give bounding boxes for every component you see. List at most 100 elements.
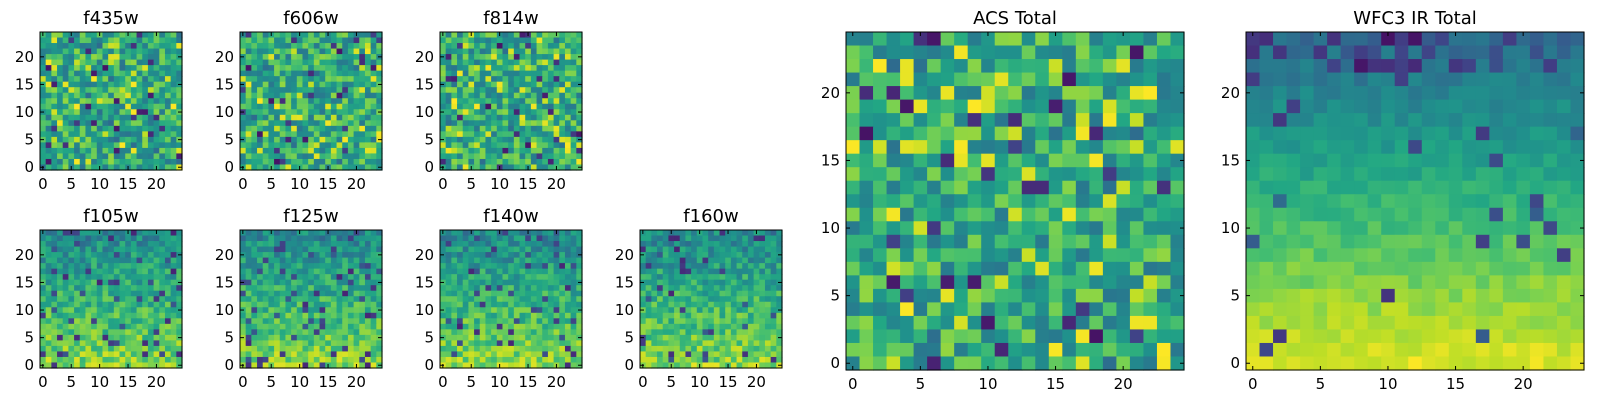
heatmap-cell (79, 312, 87, 319)
heatmap-cell (62, 70, 69, 77)
heatmap-cell (685, 252, 692, 259)
heatmap-cell (153, 329, 160, 336)
heatmap-cell (451, 103, 458, 110)
heatmap-cell (440, 268, 447, 275)
heatmap-cell (764, 274, 772, 281)
heatmap-cell (542, 103, 549, 110)
heatmap-cell (68, 131, 75, 138)
heatmap-cell (364, 230, 372, 237)
x-tick-label: 20 (547, 373, 566, 391)
heatmap-cell (513, 345, 521, 353)
heatmap-cell (954, 194, 969, 209)
heatmap-cell (113, 296, 121, 303)
heatmap-cell (873, 140, 888, 155)
heatmap-cell (519, 312, 526, 319)
heatmap-cell (257, 230, 264, 237)
heatmap-cell (85, 257, 92, 264)
heatmap-cell (685, 362, 692, 369)
heatmap-cell (451, 147, 458, 155)
heatmap-cell (713, 290, 721, 297)
heatmap-cell (940, 194, 955, 209)
heatmap-cell (159, 362, 166, 369)
heatmap-cell (479, 345, 487, 353)
heatmap-cell (336, 153, 343, 160)
heatmap-cell (96, 296, 104, 303)
y-tick-label: 10 (215, 103, 234, 121)
heatmap-cell (576, 131, 583, 138)
heatmap-cell (347, 323, 355, 330)
heatmap-cell (68, 268, 75, 275)
heatmap-cell (85, 279, 92, 286)
heatmap-cell (364, 92, 372, 99)
heatmap-cell (702, 312, 709, 319)
heatmap-cell (474, 59, 481, 66)
heatmap-cell (559, 241, 566, 248)
heatmap-cell (130, 43, 138, 50)
heatmap-cell (291, 290, 298, 297)
heatmap-cell (91, 43, 98, 50)
heatmap-cell (900, 234, 915, 249)
heatmap-cell (462, 131, 469, 138)
heatmap-cell (325, 142, 332, 149)
heatmap-cell (85, 329, 92, 336)
heatmap-cell (45, 274, 52, 281)
heatmap-cell (547, 246, 555, 253)
heatmap-cell (164, 131, 172, 138)
heatmap-cell (96, 235, 104, 242)
heatmap-cell (502, 131, 509, 138)
heatmap-cell (240, 301, 247, 308)
heatmap-cell (651, 274, 658, 281)
heatmap-cell (640, 323, 647, 330)
heatmap-cell (1021, 72, 1036, 87)
heatmap-cell (542, 296, 549, 303)
heatmap-cell (176, 59, 183, 66)
heatmap-cell (1089, 126, 1104, 141)
heatmap-cell (85, 241, 92, 248)
heatmap-cell (51, 257, 58, 264)
heatmap-cell (91, 329, 98, 336)
heatmap-cell (330, 296, 338, 303)
heatmap-cell (240, 296, 247, 303)
heatmap-cell (570, 351, 577, 358)
heatmap-cell (302, 43, 309, 50)
heatmap-cell (113, 241, 121, 248)
heatmap-cell (364, 263, 372, 270)
heatmap-cell (68, 158, 75, 166)
heatmap-cell (491, 164, 498, 171)
heatmap-cell (85, 37, 92, 44)
heatmap-cell (462, 114, 469, 121)
heatmap-cell (308, 120, 315, 127)
heatmap-cell (268, 345, 275, 353)
heatmap-cell (164, 274, 172, 281)
heatmap-cell (576, 114, 583, 121)
heatmap-cell (313, 290, 321, 297)
heatmap-cell (79, 131, 87, 138)
heatmap-cell (336, 136, 343, 143)
heatmap-cell (479, 136, 487, 143)
heatmap-cell (679, 356, 687, 364)
heatmap-cell (451, 312, 458, 319)
heatmap-cell (457, 70, 464, 77)
heatmap-cell (376, 345, 383, 353)
heatmap-cell (170, 246, 177, 253)
heatmap-cell (325, 81, 332, 88)
heatmap-cell (508, 114, 515, 121)
heatmap-cell (176, 37, 183, 44)
heatmap-cell (759, 307, 766, 314)
heatmap-cell (325, 312, 332, 319)
heatmap-cell (547, 285, 555, 292)
heatmap-cell (57, 147, 64, 155)
heatmap-cell (108, 76, 115, 83)
heatmap-cell (91, 158, 98, 166)
heatmap-cell (725, 285, 732, 292)
heatmap-cell (130, 323, 138, 330)
heatmap-cell (147, 285, 155, 292)
heatmap-cell (873, 234, 888, 249)
heatmap-cell (685, 356, 692, 364)
heatmap-cell (296, 351, 304, 358)
heatmap-cell (440, 257, 447, 264)
heatmap-cell (725, 257, 732, 264)
heatmap-cell (79, 230, 87, 237)
heatmap-cell (462, 65, 469, 72)
